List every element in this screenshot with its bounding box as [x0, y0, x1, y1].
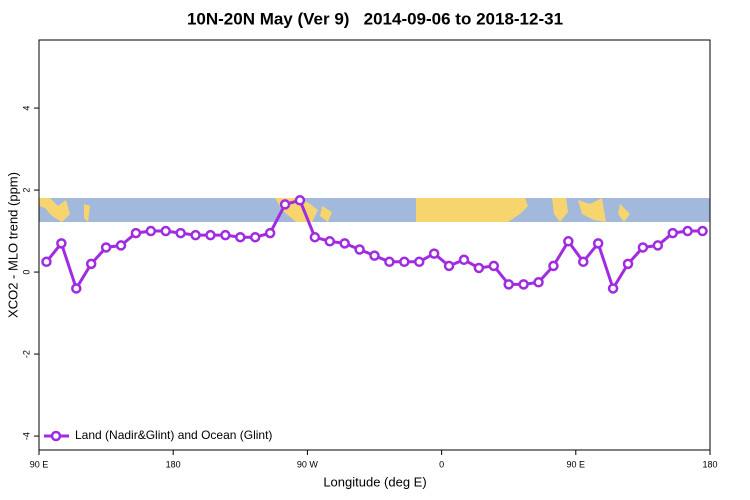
ocean [39, 198, 710, 222]
y-tick-label: -2 [21, 350, 31, 358]
x-tick-label: 180 [166, 459, 181, 469]
land [578, 198, 606, 222]
point [56, 238, 67, 249]
land [39, 198, 70, 222]
point [428, 248, 440, 259]
point [384, 256, 395, 268]
legend-label: Land (Nadir&Glint) and Ocean (Glint) [75, 428, 272, 442]
point [488, 260, 500, 272]
point [369, 250, 380, 261]
point [354, 244, 365, 255]
point [399, 256, 410, 268]
point [563, 236, 574, 247]
point [622, 258, 634, 270]
land [552, 198, 568, 222]
point [518, 279, 529, 290]
y-tick-label: 4 [21, 106, 31, 111]
x-axis-label: Longitude (deg E) [323, 474, 426, 489]
point [41, 256, 52, 268]
point [578, 256, 589, 268]
point [264, 227, 276, 239]
point [294, 195, 306, 206]
x-tick-label: 180 [702, 459, 717, 469]
point [637, 242, 649, 253]
y-tick-label: -4 [21, 432, 31, 440]
y-tick-label: 2 [21, 188, 31, 193]
point [503, 279, 514, 290]
point [130, 227, 142, 239]
map-band [39, 198, 710, 222]
point [190, 229, 201, 241]
point [592, 238, 604, 249]
point [100, 242, 112, 253]
point [652, 240, 664, 251]
point [533, 277, 544, 288]
point [339, 238, 350, 249]
legend-marker [50, 430, 62, 442]
point [324, 236, 336, 247]
point [607, 283, 619, 294]
point [160, 225, 171, 237]
point [205, 229, 216, 241]
point [220, 229, 231, 241]
y-axis-label: XCO2 - MLO trend (ppm) [5, 172, 20, 318]
point [71, 283, 82, 294]
land [416, 198, 528, 222]
x-tick-label: 90 E [567, 459, 586, 469]
point [249, 231, 261, 243]
point [473, 262, 485, 274]
y-tick-label: 0 [21, 270, 31, 275]
land [84, 204, 90, 222]
x-tick-label: 0 [439, 459, 444, 469]
point [279, 199, 291, 210]
point [458, 254, 470, 266]
point [145, 225, 157, 237]
point [697, 225, 708, 237]
point [235, 231, 246, 243]
land [320, 206, 332, 222]
point [413, 256, 425, 268]
point [548, 260, 559, 272]
plot-frame [38, 39, 711, 451]
point [667, 227, 678, 239]
point [85, 258, 97, 270]
point [682, 225, 693, 237]
point [175, 227, 186, 239]
land [618, 204, 630, 222]
x-tick-label: 90 W [297, 459, 319, 469]
point [443, 260, 455, 272]
x-tick-label: 90 E [30, 459, 49, 469]
point [115, 240, 127, 251]
point [309, 231, 321, 243]
chart-title: 10N-20N May (Ver 9) 2014-09-06 to 2018-1… [187, 9, 563, 28]
